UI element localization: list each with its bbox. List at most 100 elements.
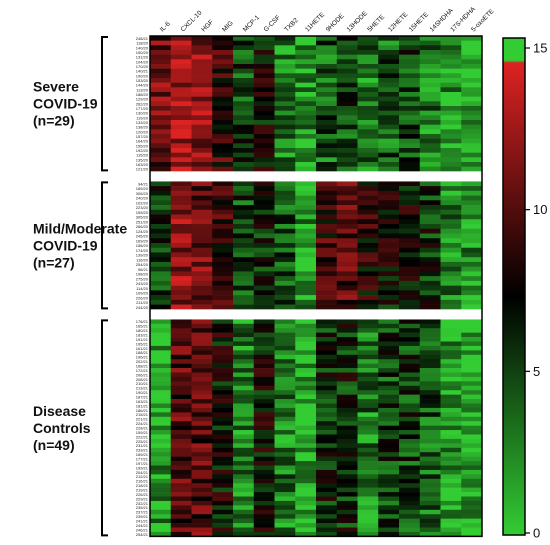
heatmap-cell xyxy=(170,96,192,102)
heatmap-cell xyxy=(150,50,172,55)
heatmap-cell xyxy=(170,257,192,263)
heatmap-cell xyxy=(150,68,172,74)
heatmap-cell xyxy=(316,438,338,444)
heatmap-cell xyxy=(378,148,400,153)
heatmap-cell xyxy=(233,82,255,88)
heatmap-cell xyxy=(233,376,255,382)
heatmap-cell xyxy=(212,527,234,533)
heatmap-cell xyxy=(191,78,213,83)
heatmap-cell xyxy=(253,214,275,220)
heatmap-cell xyxy=(399,416,421,422)
heatmap-cell xyxy=(461,412,483,418)
row-label: 119/20 xyxy=(136,115,149,120)
row-label: 159/21 xyxy=(136,430,149,435)
heatmap-cell xyxy=(419,87,441,93)
heatmap-cell xyxy=(170,73,192,79)
heatmap-cell xyxy=(212,252,234,258)
heatmap-cell xyxy=(274,200,296,206)
heatmap-cell xyxy=(150,82,172,88)
group-brackets xyxy=(101,36,108,537)
heatmap-cell xyxy=(399,110,421,116)
heatmap-cell xyxy=(357,115,379,121)
heatmap-cell xyxy=(461,295,483,301)
heatmap-cell xyxy=(357,443,379,449)
heatmap-cell xyxy=(316,238,338,244)
heatmap-cell xyxy=(170,166,192,172)
heatmap-cell xyxy=(170,209,192,215)
heatmap-cell xyxy=(295,456,317,462)
heatmap-cell xyxy=(440,514,462,519)
heatmap-cell xyxy=(212,134,234,139)
heatmap-cell xyxy=(274,332,296,338)
heatmap-cell xyxy=(295,487,317,493)
heatmap-cell xyxy=(316,59,338,65)
heatmap-cell xyxy=(316,115,338,121)
heatmap-cell xyxy=(253,509,275,515)
heatmap-cell xyxy=(191,483,213,488)
heatmap-cell xyxy=(295,319,317,325)
heatmap-cell xyxy=(336,295,358,301)
column-label: MIG xyxy=(221,20,235,34)
heatmap-cell xyxy=(316,376,338,382)
heatmap-cell xyxy=(316,381,338,387)
heatmap-cell xyxy=(170,412,192,418)
heatmap-cell xyxy=(316,134,338,139)
heatmap-cell xyxy=(316,492,338,497)
heatmap-cell xyxy=(461,134,483,139)
row-label: 109/20 xyxy=(136,291,149,296)
heatmap-cell xyxy=(461,124,483,130)
heatmap-cell xyxy=(191,45,213,51)
heatmap-cell xyxy=(378,152,400,158)
heatmap-cell xyxy=(233,50,255,55)
heatmap-cell xyxy=(440,385,462,391)
heatmap-cell xyxy=(253,421,275,426)
row-label: 204/21 xyxy=(136,470,149,475)
heatmap-cell xyxy=(440,474,462,480)
heatmap-cell xyxy=(316,285,338,291)
heatmap-cell xyxy=(274,337,296,342)
heatmap-cell xyxy=(336,337,358,342)
heatmap-cell xyxy=(399,138,421,144)
heatmap-cell xyxy=(170,181,192,187)
heatmap-cell xyxy=(233,372,255,378)
heatmap-cell xyxy=(212,500,234,506)
group-separator xyxy=(149,309,483,320)
heatmap-cell xyxy=(440,166,462,172)
heatmap-cell xyxy=(212,195,234,201)
heatmap-cell xyxy=(150,416,172,422)
heatmap-cell xyxy=(399,368,421,373)
heatmap-cell xyxy=(191,456,213,462)
heatmap-cell xyxy=(233,271,255,277)
heatmap-cell xyxy=(233,266,255,272)
heatmap-cell xyxy=(440,399,462,404)
heatmap-cell xyxy=(212,332,234,338)
heatmap-cell xyxy=(274,531,296,537)
heatmap-cell xyxy=(212,350,234,356)
heatmap-cell xyxy=(274,354,296,360)
heatmap-cell xyxy=(461,252,483,258)
heatmap-cell xyxy=(378,478,400,484)
heatmap-cell xyxy=(150,483,172,488)
heatmap-cell xyxy=(336,92,358,97)
heatmap-cell xyxy=(419,407,441,413)
heatmap-cell xyxy=(253,368,275,373)
heatmap-cell xyxy=(253,134,275,139)
heatmap-cell xyxy=(399,96,421,102)
heatmap-cell xyxy=(191,242,213,249)
heatmap-cell xyxy=(461,372,483,378)
heatmap-cell xyxy=(170,514,192,519)
heatmap-cell xyxy=(357,359,379,364)
heatmap-cell xyxy=(399,186,421,192)
heatmap-cell xyxy=(295,399,317,404)
heatmap-cell xyxy=(274,323,296,329)
heatmap-cell xyxy=(150,261,172,267)
heatmap-cell xyxy=(336,403,358,409)
heatmap-cell xyxy=(419,474,441,480)
heatmap-cell xyxy=(191,416,213,422)
heatmap-cell xyxy=(357,266,379,272)
row-label: 199/21 xyxy=(136,465,149,470)
heatmap-cell xyxy=(233,399,255,404)
heatmap-cell xyxy=(191,148,213,153)
heatmap-cell xyxy=(461,403,483,409)
heatmap-cell xyxy=(253,78,275,83)
